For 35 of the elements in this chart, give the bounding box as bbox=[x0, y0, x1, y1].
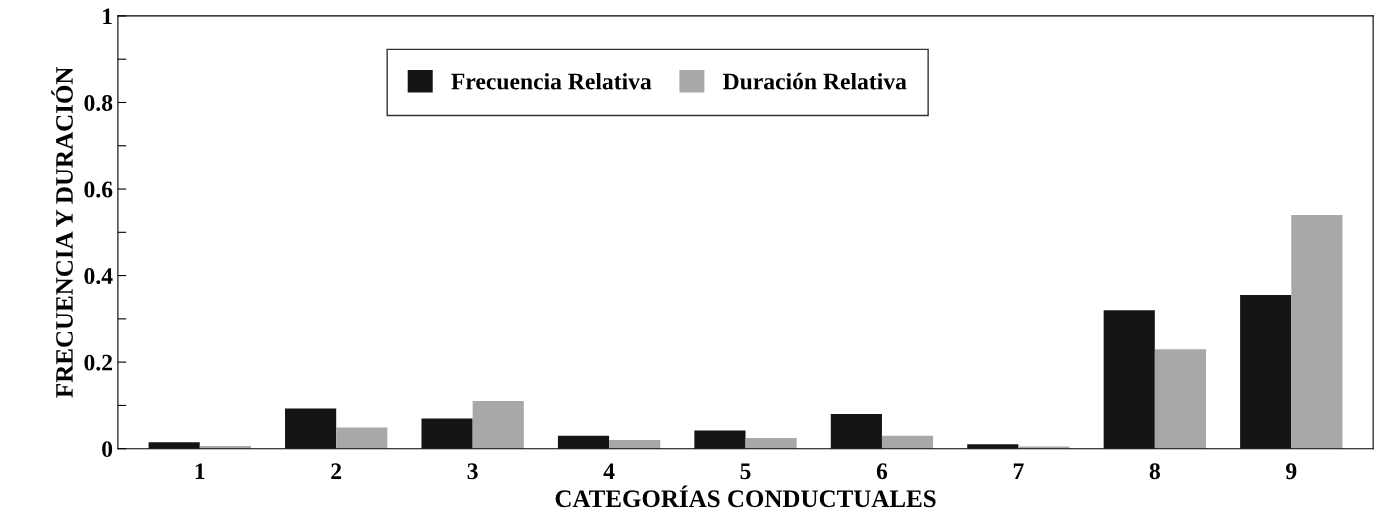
legend-label: Duración Relativa bbox=[723, 72, 907, 90]
bar bbox=[148, 442, 200, 449]
x-tick-label: 8 bbox=[1149, 463, 1160, 480]
bar bbox=[557, 435, 610, 449]
x-tick-label: 2 bbox=[331, 463, 342, 479]
bar bbox=[1103, 310, 1155, 449]
y-axis-title: FRECUENCIA Y DURACIÓN bbox=[51, 66, 73, 398]
bar bbox=[285, 408, 337, 449]
x-tick-label: 1 bbox=[195, 463, 205, 479]
bar bbox=[472, 401, 524, 449]
bar bbox=[830, 414, 882, 449]
y-tick-label: 0 bbox=[102, 441, 113, 458]
x-tick-label: 3 bbox=[467, 463, 478, 480]
y-tick-label: 0.2 bbox=[84, 354, 113, 371]
bar bbox=[745, 437, 797, 449]
x-tick-label: 9 bbox=[1286, 463, 1297, 480]
x-tick-label: 6 bbox=[876, 463, 888, 480]
bar bbox=[1291, 215, 1343, 449]
bar bbox=[1240, 295, 1292, 449]
x-tick-label: 5 bbox=[740, 463, 751, 480]
bar bbox=[421, 418, 473, 449]
bar bbox=[694, 430, 746, 449]
bar bbox=[881, 435, 934, 449]
x-axis-title: CATEGORÍAS CONDUCTUALES bbox=[555, 485, 936, 508]
y-tick-label: 0.4 bbox=[84, 268, 113, 285]
x-tick-label: 7 bbox=[1013, 463, 1024, 479]
bar bbox=[967, 444, 1019, 449]
y-tick-label: 1 bbox=[103, 8, 112, 25]
bar bbox=[1154, 349, 1206, 449]
x-tick-label: 4 bbox=[603, 463, 615, 479]
y-tick-label: 0.6 bbox=[84, 181, 113, 198]
bar bbox=[336, 427, 388, 449]
y-tick-label: 0.8 bbox=[84, 94, 113, 112]
legend-label: Frecuencia Relativa bbox=[451, 72, 652, 90]
bar bbox=[609, 440, 661, 449]
